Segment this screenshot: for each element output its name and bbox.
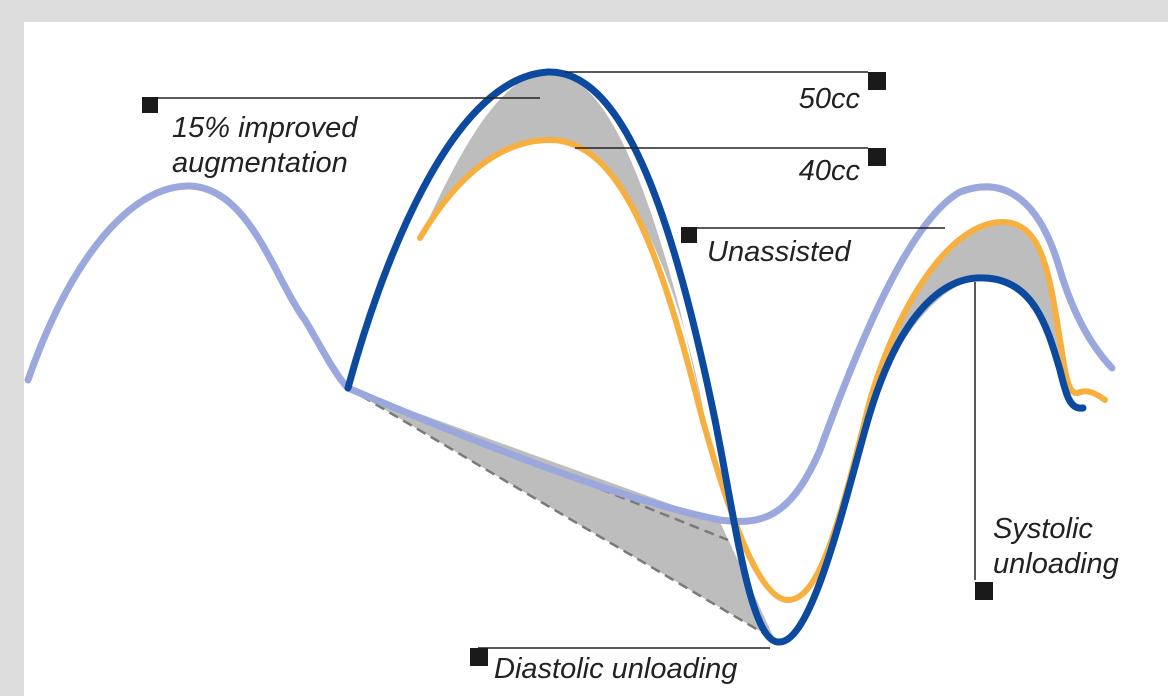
diastolic-label: Diastolic unloading: [494, 653, 737, 685]
augmentation-marker: [142, 97, 158, 113]
systolic-marker: [975, 582, 993, 600]
unassisted-label: Unassisted: [707, 236, 851, 268]
diastolic-dashed-lower: [347, 386, 776, 642]
augmentation-label-line2: augmentation: [172, 147, 348, 179]
unassisted-marker: [681, 227, 697, 243]
systolic-label-line1: Systolic: [993, 513, 1093, 545]
cc50-label: 50cc: [799, 83, 861, 115]
systolic-shade: [860, 220, 1070, 430]
cc40-marker: [868, 148, 886, 166]
cc40-label: 40cc: [799, 155, 861, 187]
systolic-label-line2: unloading: [993, 548, 1119, 580]
augmentation-label-line1: 15% improved: [172, 112, 358, 144]
cc50-curve: [344, 68, 1087, 646]
cc50-marker: [868, 72, 886, 90]
diastolic-marker: [470, 648, 488, 666]
unassisted-curve: [24, 182, 1116, 525]
